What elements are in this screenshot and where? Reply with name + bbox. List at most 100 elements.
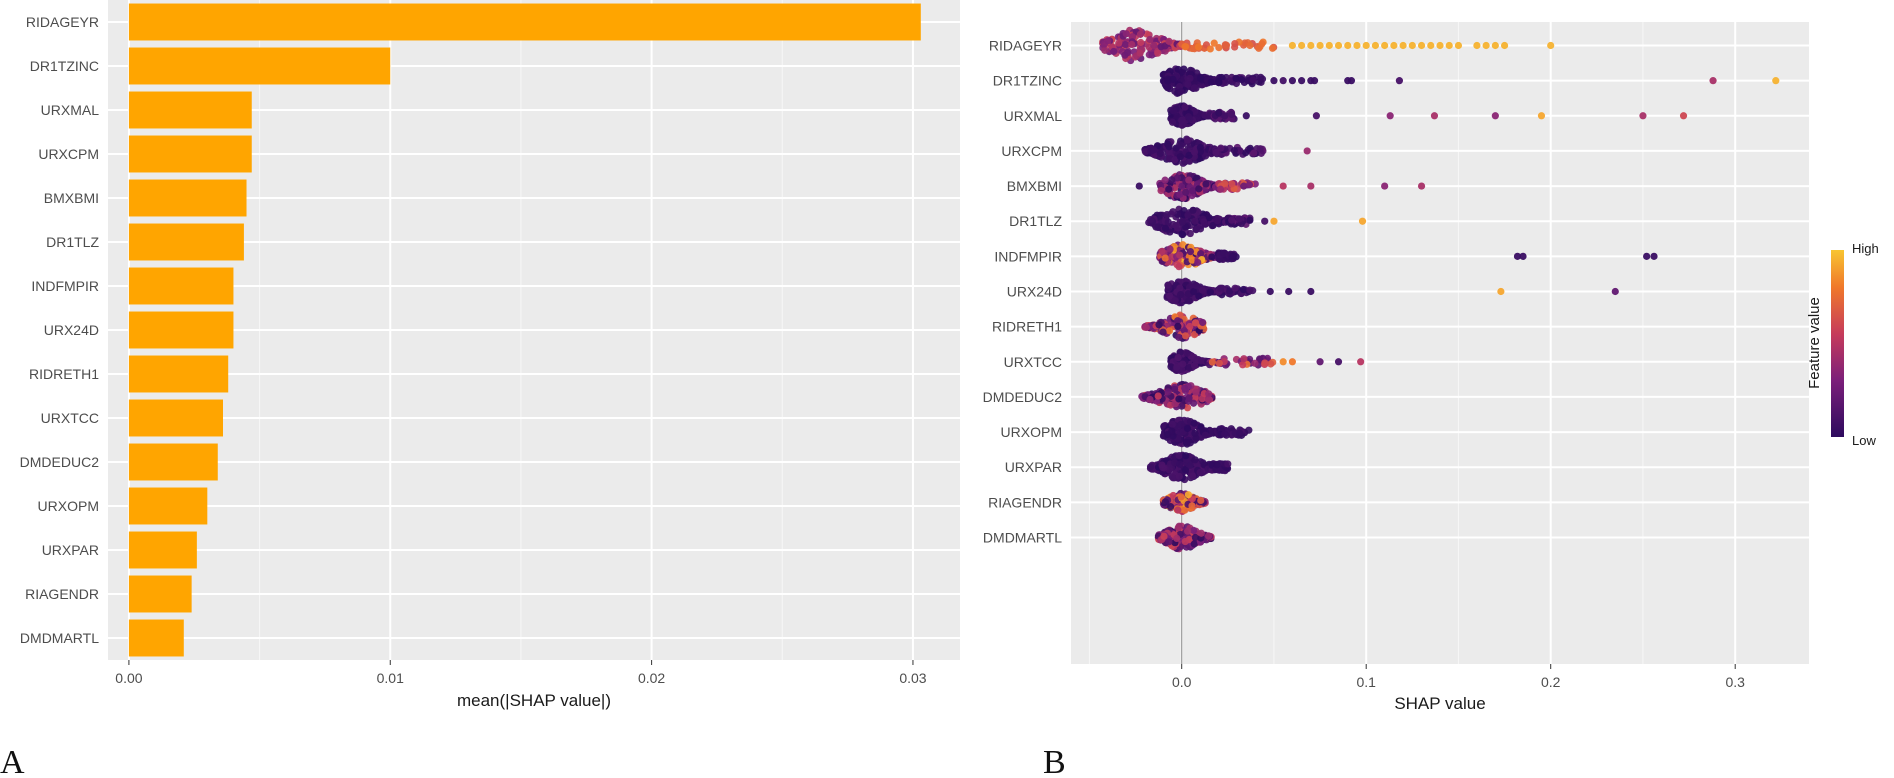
- panel-b-y-tick-label: DR1TLZ: [1009, 213, 1062, 229]
- shap-point-dmdmartl: [1174, 524, 1182, 532]
- shap-point-riagendr: [1161, 498, 1170, 506]
- shap-outlier-dr1tlz: [1358, 217, 1367, 225]
- panel-b-y-tick-label: BMXBMI: [1007, 178, 1062, 194]
- shap-point-dmdmartl: [1160, 532, 1168, 540]
- shap-outlier-ridageyr: [1399, 41, 1407, 50]
- shap-outlier-ridageyr: [1325, 41, 1333, 50]
- shap-point-urxcpm: [1201, 152, 1210, 160]
- shap-point-urxopm: [1245, 426, 1253, 434]
- shap-point-dr1tlz: [1178, 218, 1187, 226]
- panel-b-y-tick-label: RIDRETH1: [992, 319, 1062, 335]
- shap-point-urxopm: [1177, 420, 1185, 429]
- panel-a-y-tick-label: URXTCC: [41, 410, 99, 426]
- shap-point-urx24d: [1164, 281, 1172, 289]
- shap-point-urxpar: [1182, 452, 1190, 460]
- shap-point-dr1tzinc: [1186, 74, 1194, 82]
- shap-point-urxtcc: [1267, 360, 1275, 368]
- panel-a-y-tick-label: DR1TLZ: [46, 234, 99, 250]
- shap-point-urxcpm: [1186, 157, 1194, 165]
- shap-outlier-indfmpir: [1519, 252, 1527, 260]
- shap-point-urxopm: [1191, 429, 1199, 438]
- shap-point-urxcpm: [1165, 143, 1173, 151]
- shap-point-ridageyr: [1136, 30, 1144, 38]
- shap-point-urx24d: [1171, 297, 1179, 305]
- shap-point-indfmpir: [1161, 254, 1169, 262]
- shap-point-ridageyr: [1222, 41, 1231, 49]
- shap-point-dr1tlz: [1164, 218, 1172, 226]
- shap-point-ridreth1: [1175, 333, 1183, 341]
- shap-point-dmdmartl: [1165, 538, 1173, 546]
- shap-point-dmdmartl: [1190, 540, 1198, 548]
- shap-point-urxpar: [1196, 468, 1204, 476]
- shap-point-urxcpm: [1179, 159, 1187, 167]
- shap-point-indfmpir: [1194, 258, 1202, 267]
- shap-point-ridageyr: [1150, 41, 1158, 49]
- shap-outlier-urxmal: [1679, 112, 1688, 120]
- shap-point-urxcpm: [1190, 148, 1199, 156]
- shap-point-dr1tzinc: [1215, 78, 1223, 86]
- panel-b-x-tick-label: 0.1: [1356, 674, 1376, 690]
- shap-point-urxpar: [1189, 472, 1197, 480]
- shap-outlier-indfmpir: [1643, 252, 1651, 260]
- legend-high-label: High: [1852, 241, 1879, 256]
- shap-point-dr1tzinc: [1232, 74, 1240, 82]
- shap-point-dr1tlz: [1186, 229, 1194, 238]
- panel-a-y-tick-label: RIDRETH1: [29, 366, 99, 382]
- shap-outlier-ridageyr: [1427, 41, 1435, 50]
- shap-outlier-ridageyr: [1491, 41, 1499, 50]
- shap-point-urxtcc: [1183, 349, 1191, 357]
- shap-outlier-dr1tlz: [1261, 217, 1269, 225]
- shap-point-urx24d: [1177, 290, 1185, 299]
- legend-title: Feature value: [1806, 297, 1823, 389]
- shap-point-dr1tzinc: [1249, 76, 1257, 84]
- shap-outlier-bmxbmi: [1417, 182, 1426, 190]
- shap-outlier-urxcpm: [1303, 147, 1311, 155]
- shap-point-bmxbmi: [1161, 176, 1169, 184]
- shap-outlier-ridageyr: [1362, 41, 1370, 50]
- shap-point-urxtcc: [1215, 359, 1223, 367]
- shap-outlier-dr1tzinc: [1395, 77, 1404, 85]
- shap-point-ridageyr: [1181, 43, 1190, 51]
- shap-point-bmxbmi: [1185, 176, 1193, 184]
- panel-b-y-tick-label: RIAGENDR: [988, 494, 1062, 510]
- shap-point-urx24d: [1206, 288, 1215, 296]
- shap-point-bmxbmi: [1188, 187, 1197, 195]
- shap-point-dmdeduc2: [1171, 385, 1179, 393]
- shap-outlier-ridageyr: [1454, 41, 1463, 50]
- shap-outlier-urxmal: [1491, 112, 1499, 120]
- shap-outlier-urxtcc: [1279, 358, 1287, 366]
- shap-outlier-bmxbmi: [1381, 182, 1389, 190]
- bar-urxtcc: [128, 399, 223, 437]
- shap-point-riagendr: [1166, 503, 1175, 511]
- shap-outlier-ridageyr: [1307, 41, 1315, 50]
- panel-label-b: B: [1043, 744, 1066, 773]
- shap-point-dr1tlz: [1196, 225, 1205, 233]
- shap-outlier-bmxbmi: [1279, 182, 1287, 190]
- shap-point-urxcpm: [1176, 153, 1184, 161]
- bar-dr1tlz: [128, 223, 244, 261]
- panel-b-y-tick-label: URXTCC: [1004, 354, 1062, 370]
- shap-point-riagendr: [1177, 493, 1185, 501]
- panel-b-y-tick-label: URXCPM: [1001, 143, 1062, 159]
- shap-point-urxcpm: [1171, 156, 1179, 164]
- shap-outlier-urxmal: [1386, 112, 1394, 120]
- panel-a-y-tick-label: RIAGENDR: [25, 586, 99, 602]
- shap-outlier-urxmal: [1537, 112, 1546, 120]
- shap-point-dmdmartl: [1197, 529, 1205, 537]
- shap-point-urxcpm: [1176, 140, 1184, 149]
- shap-point-urxopm: [1221, 430, 1229, 438]
- panel-a-bar-chart: RIDAGEYR DR1TZINC URXMAL URXCPM BMXBMI DR1TLZ…: [20, 0, 960, 710]
- shap-point-dr1tzinc: [1180, 65, 1188, 73]
- shap-point-dmdeduc2: [1192, 388, 1200, 396]
- shap-point-ridreth1: [1190, 331, 1199, 339]
- shap-point-bmxbmi: [1168, 176, 1176, 184]
- shap-point-dr1tlz: [1200, 218, 1208, 226]
- shap-point-dr1tlz: [1235, 215, 1243, 223]
- shap-point-dr1tlz: [1213, 217, 1221, 225]
- shap-point-ridageyr: [1165, 37, 1173, 45]
- shap-outlier-dr1tzinc: [1310, 77, 1319, 85]
- shap-point-dr1tlz: [1146, 215, 1155, 224]
- shap-point-dr1tzinc: [1207, 78, 1215, 86]
- shap-point-dr1tzinc: [1257, 73, 1265, 81]
- shap-point-indfmpir: [1188, 256, 1196, 264]
